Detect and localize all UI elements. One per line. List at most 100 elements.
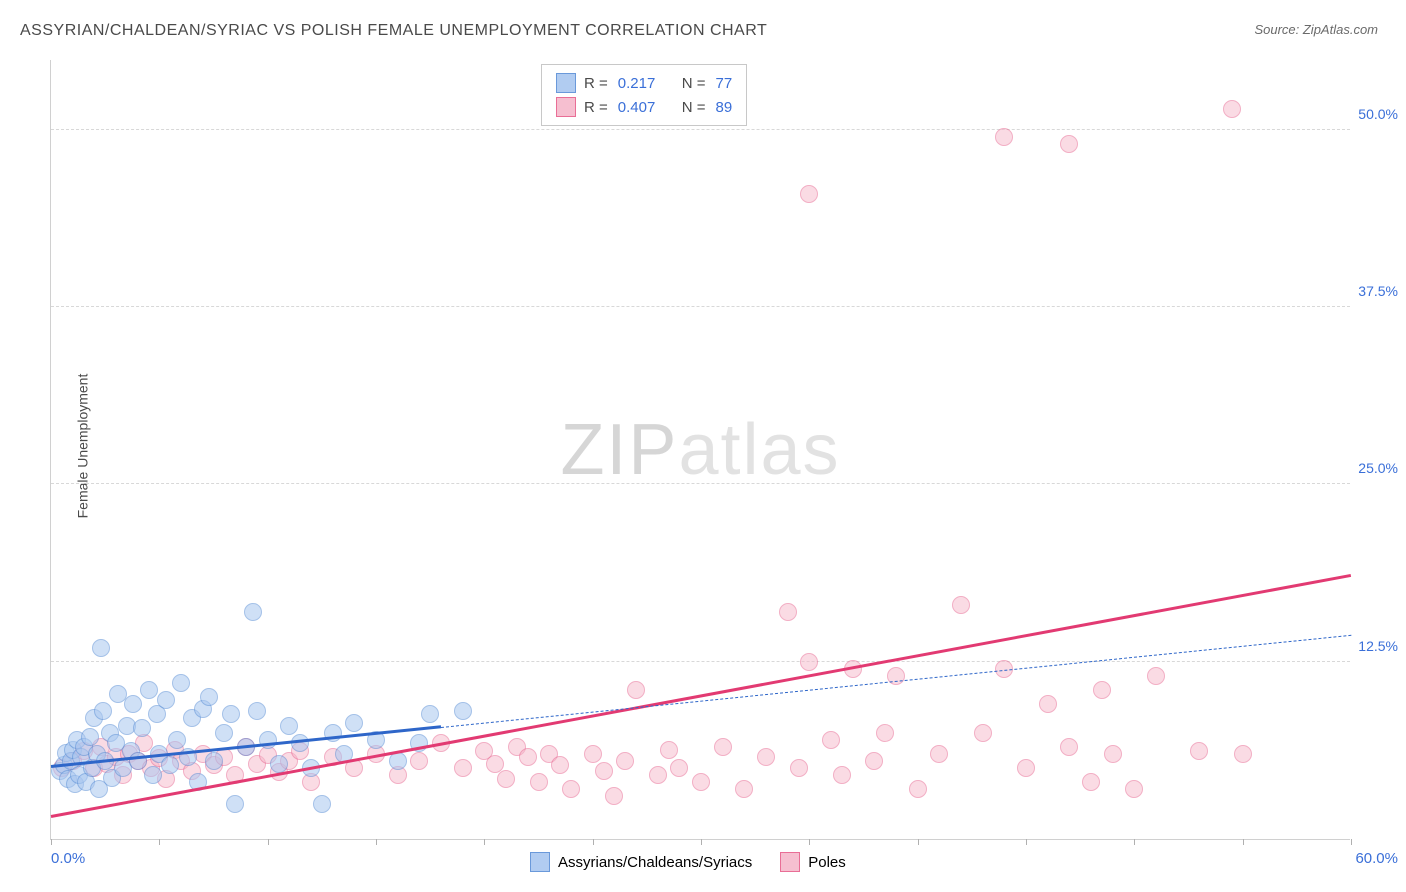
legend-row-2: R = 0.407 N = 89 [556, 95, 732, 119]
bottom-swatch-series1 [530, 852, 550, 872]
scatter-point-s2 [497, 770, 515, 788]
scatter-point-s1 [200, 688, 218, 706]
x-tick [159, 839, 160, 845]
watermark-zip: ZIP [560, 410, 678, 490]
scatter-point-s2 [551, 756, 569, 774]
scatter-point-s2 [930, 745, 948, 763]
source-attribution: Source: ZipAtlas.com [1254, 22, 1378, 37]
scatter-point-s1 [168, 731, 186, 749]
x-tick [1243, 839, 1244, 845]
scatter-point-s2 [1060, 135, 1078, 153]
scatter-point-s2 [909, 780, 927, 798]
x-tick [1351, 839, 1352, 845]
bottom-legend: Assyrians/Chaldeans/Syriacs Poles [530, 852, 846, 872]
scatter-point-s2 [995, 128, 1013, 146]
scatter-point-s2 [865, 752, 883, 770]
scatter-point-s2 [833, 766, 851, 784]
legend-n-value-1: 77 [716, 75, 733, 92]
scatter-point-s2 [454, 759, 472, 777]
gridline [51, 129, 1350, 130]
scatter-point-s1 [157, 691, 175, 709]
bottom-swatch-series2 [780, 852, 800, 872]
scatter-point-s2 [876, 724, 894, 742]
scatter-point-s1 [140, 681, 158, 699]
scatter-point-s2 [790, 759, 808, 777]
scatter-point-s2 [974, 724, 992, 742]
scatter-point-s1 [205, 752, 223, 770]
scatter-point-s2 [1104, 745, 1122, 763]
x-tick [1134, 839, 1135, 845]
y-tick-label: 37.5% [1358, 283, 1398, 299]
legend-n-label-1: N = [682, 75, 706, 92]
scatter-point-s2 [1147, 667, 1165, 685]
watermark-text: ZIPatlas [560, 409, 840, 491]
scatter-point-s1 [172, 674, 190, 692]
scatter-point-s2 [779, 603, 797, 621]
x-tick [376, 839, 377, 845]
gridline [51, 306, 1350, 307]
x-tick [268, 839, 269, 845]
gridline [51, 483, 1350, 484]
scatter-point-s2 [486, 755, 504, 773]
x-axis-min-label: 0.0% [51, 850, 85, 867]
x-tick [51, 839, 52, 845]
scatter-point-s2 [649, 766, 667, 784]
scatter-point-s2 [1093, 681, 1111, 699]
scatter-point-s2 [562, 780, 580, 798]
scatter-point-s1 [222, 705, 240, 723]
scatter-point-s2 [1060, 738, 1078, 756]
scatter-point-s1 [124, 695, 142, 713]
scatter-point-s2 [692, 773, 710, 791]
scatter-point-s2 [1234, 745, 1252, 763]
scatter-point-s1 [161, 756, 179, 774]
scatter-point-s2 [670, 759, 688, 777]
scatter-point-s2 [800, 185, 818, 203]
x-tick [809, 839, 810, 845]
scatter-point-s2 [1125, 780, 1143, 798]
scatter-point-s2 [1017, 759, 1035, 777]
scatter-point-s1 [215, 724, 233, 742]
scatter-point-s2 [595, 762, 613, 780]
y-tick-label: 25.0% [1358, 460, 1398, 476]
legend-r-value-1: 0.217 [618, 75, 668, 92]
scatter-point-s2 [952, 596, 970, 614]
scatter-point-s1 [244, 603, 262, 621]
scatter-point-s2 [584, 745, 602, 763]
scatter-point-s1 [421, 705, 439, 723]
scatter-point-s2 [530, 773, 548, 791]
scatter-point-s1 [313, 795, 331, 813]
scatter-point-s2 [1223, 100, 1241, 118]
legend-n-label-2: N = [682, 99, 706, 116]
scatter-point-s1 [144, 766, 162, 784]
scatter-point-s1 [454, 702, 472, 720]
y-tick-label: 50.0% [1358, 106, 1398, 122]
scatter-point-s2 [660, 741, 678, 759]
x-tick [918, 839, 919, 845]
scatter-point-s2 [735, 780, 753, 798]
scatter-point-s1 [280, 717, 298, 735]
scatter-point-s2 [627, 681, 645, 699]
trend-line [441, 635, 1351, 728]
legend-r-label-2: R = [584, 99, 608, 116]
bottom-label-series1: Assyrians/Chaldeans/Syriacs [558, 854, 752, 871]
legend-row-1: R = 0.217 N = 77 [556, 71, 732, 95]
legend-box: R = 0.217 N = 77 R = 0.407 N = 89 [541, 64, 747, 126]
scatter-point-s2 [757, 748, 775, 766]
scatter-point-s2 [1039, 695, 1057, 713]
scatter-point-s1 [226, 795, 244, 813]
legend-swatch-series2 [556, 97, 576, 117]
legend-swatch-series1 [556, 73, 576, 93]
scatter-point-s2 [519, 748, 537, 766]
scatter-point-s2 [714, 738, 732, 756]
scatter-point-s1 [248, 702, 266, 720]
legend-n-value-2: 89 [716, 99, 733, 116]
bottom-label-series2: Poles [808, 854, 846, 871]
scatter-point-s1 [270, 755, 288, 773]
chart-title: ASSYRIAN/CHALDEAN/SYRIAC VS POLISH FEMAL… [20, 22, 767, 40]
x-tick [593, 839, 594, 845]
scatter-point-s2 [1190, 742, 1208, 760]
scatter-point-s1 [81, 728, 99, 746]
scatter-point-s2 [605, 787, 623, 805]
scatter-point-s1 [133, 719, 151, 737]
bottom-legend-item-1: Assyrians/Chaldeans/Syriacs [530, 852, 752, 872]
